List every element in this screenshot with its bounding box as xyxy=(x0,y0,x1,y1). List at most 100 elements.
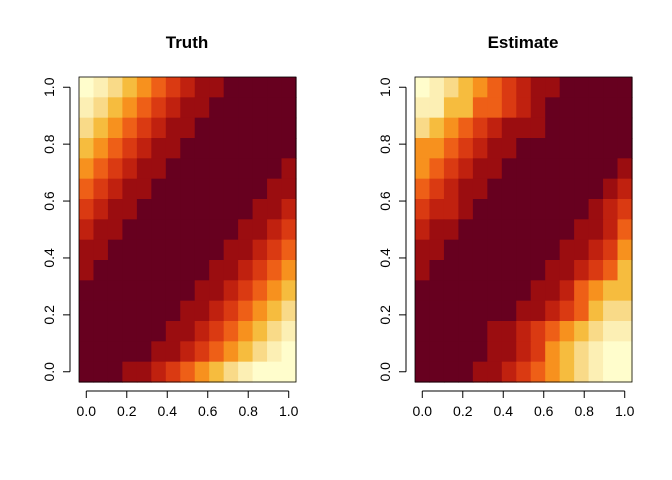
heatmap-cell xyxy=(122,77,138,98)
heatmap-cell xyxy=(223,199,239,220)
heatmap-cell xyxy=(252,178,268,200)
heatmap-cell xyxy=(223,260,239,281)
heatmap-cell xyxy=(415,97,431,119)
x-axis-estimate: 0.0 0.2 0.4 0.6 0.8 1.0 xyxy=(413,390,635,419)
heatmap-cell xyxy=(588,117,604,139)
heatmap-cell xyxy=(487,260,503,281)
heatmap-cell xyxy=(107,280,123,302)
heatmap-cell xyxy=(574,260,590,281)
heatmap-cell xyxy=(472,219,488,241)
heatmap-cell xyxy=(545,199,561,220)
heatmap-cell xyxy=(516,260,532,281)
heatmap-cell xyxy=(238,117,254,139)
heatmap-cell xyxy=(501,97,517,119)
heatmap-cell xyxy=(617,158,633,180)
heatmap-cell xyxy=(209,117,225,139)
heatmap-cell xyxy=(574,361,590,383)
heatmap-cell xyxy=(603,158,619,180)
heatmap-cell xyxy=(458,341,474,363)
heatmap-cell xyxy=(530,117,546,139)
heatmap-cell xyxy=(252,280,268,302)
x-axis-truth: 0.0 0.2 0.4 0.6 0.8 1.0 xyxy=(77,390,299,419)
heatmap-cell xyxy=(472,300,488,322)
heatmap-cell xyxy=(79,300,95,322)
heatmap-cell xyxy=(136,300,152,322)
heatmap-cell xyxy=(151,361,167,383)
heatmap-cell xyxy=(93,117,109,139)
y-tick-label: 0.0 xyxy=(377,362,393,382)
heatmap-cell xyxy=(545,117,561,139)
heatmap-cell xyxy=(194,280,210,302)
heatmap-cell xyxy=(209,158,225,180)
heatmap-cell xyxy=(530,260,546,281)
heatmap-cell xyxy=(501,361,517,383)
heatmap-cell xyxy=(223,117,239,139)
heatmap-cell xyxy=(603,341,619,363)
heatmap-cell xyxy=(93,260,109,281)
heatmap-cell xyxy=(516,97,532,119)
heatmap-cell xyxy=(165,300,181,322)
heatmap-cell xyxy=(180,219,196,241)
heatmap-cell xyxy=(458,178,474,200)
heatmap-cell xyxy=(209,300,225,322)
heatmap-cell xyxy=(238,199,254,220)
heatmap-cell xyxy=(223,97,239,119)
heatmap-cell xyxy=(79,280,95,302)
heatmap-cell xyxy=(194,341,210,363)
heatmap-cell xyxy=(136,97,152,119)
heatmap-cell xyxy=(223,219,239,241)
heatmap-cell xyxy=(429,178,445,200)
x-tick-label: 1.0 xyxy=(279,403,299,419)
heatmap-cell xyxy=(194,178,210,200)
heatmap-cell xyxy=(267,117,283,139)
heatmap-cell xyxy=(559,158,575,180)
heatmap-cell xyxy=(223,77,239,98)
heatmap-cell xyxy=(180,260,196,281)
heatmap-cell xyxy=(122,280,138,302)
heatmap-cell xyxy=(93,280,109,302)
heatmap-cell xyxy=(267,341,283,363)
heatmap-cell xyxy=(180,361,196,383)
heatmap-cells-truth xyxy=(78,76,297,383)
heatmap-cell xyxy=(443,321,459,342)
y-tick-label: 0.4 xyxy=(377,248,393,268)
heatmap-cell xyxy=(180,280,196,302)
heatmap-cell xyxy=(151,300,167,322)
heatmap-cell xyxy=(559,97,575,119)
y-axis-estimate: 0.0 0.2 0.4 0.6 0.8 1.0 xyxy=(377,77,407,382)
heatmap-cell xyxy=(223,361,239,383)
heatmap-cell xyxy=(238,219,254,241)
heatmap-cell xyxy=(252,260,268,281)
heatmap-cell xyxy=(458,97,474,119)
heatmap-cell xyxy=(136,321,152,342)
heatmap-cell xyxy=(472,239,488,261)
heatmap-cell xyxy=(209,260,225,281)
heatmap-cell xyxy=(238,158,254,180)
heatmap-cell xyxy=(487,280,503,302)
heatmap-cell xyxy=(516,117,532,139)
heatmap-cell xyxy=(458,361,474,383)
heatmap-cell xyxy=(487,199,503,220)
heatmap-cell xyxy=(194,361,210,383)
heatmap-cell xyxy=(136,199,152,220)
heatmap-cell xyxy=(588,300,604,322)
panel-truth: Truth 0.0 0.2 0.4 0.6 0.8 1.0 0.0 0.2 0.4 0.6 0.8… xyxy=(41,33,299,419)
heatmap-cell xyxy=(107,260,123,281)
heatmap-cell xyxy=(122,158,138,180)
heatmap-cell xyxy=(267,178,283,200)
heatmap-cell xyxy=(617,260,633,281)
y-tick-label: 0.2 xyxy=(377,305,393,325)
heatmap-cell xyxy=(429,300,445,322)
heatmap-cell xyxy=(530,280,546,302)
heatmap-cell xyxy=(617,117,633,139)
heatmap-cell xyxy=(93,158,109,180)
heatmap-cell xyxy=(79,199,95,220)
heatmap-cell xyxy=(151,117,167,139)
heatmap-cell xyxy=(516,219,532,241)
x-tick-label: 0.0 xyxy=(413,403,433,419)
heatmap-cell xyxy=(472,280,488,302)
heatmap-cell xyxy=(209,138,225,159)
heatmap-cell xyxy=(545,260,561,281)
y-tick-label: 0.8 xyxy=(377,134,393,154)
heatmap-cell xyxy=(209,199,225,220)
